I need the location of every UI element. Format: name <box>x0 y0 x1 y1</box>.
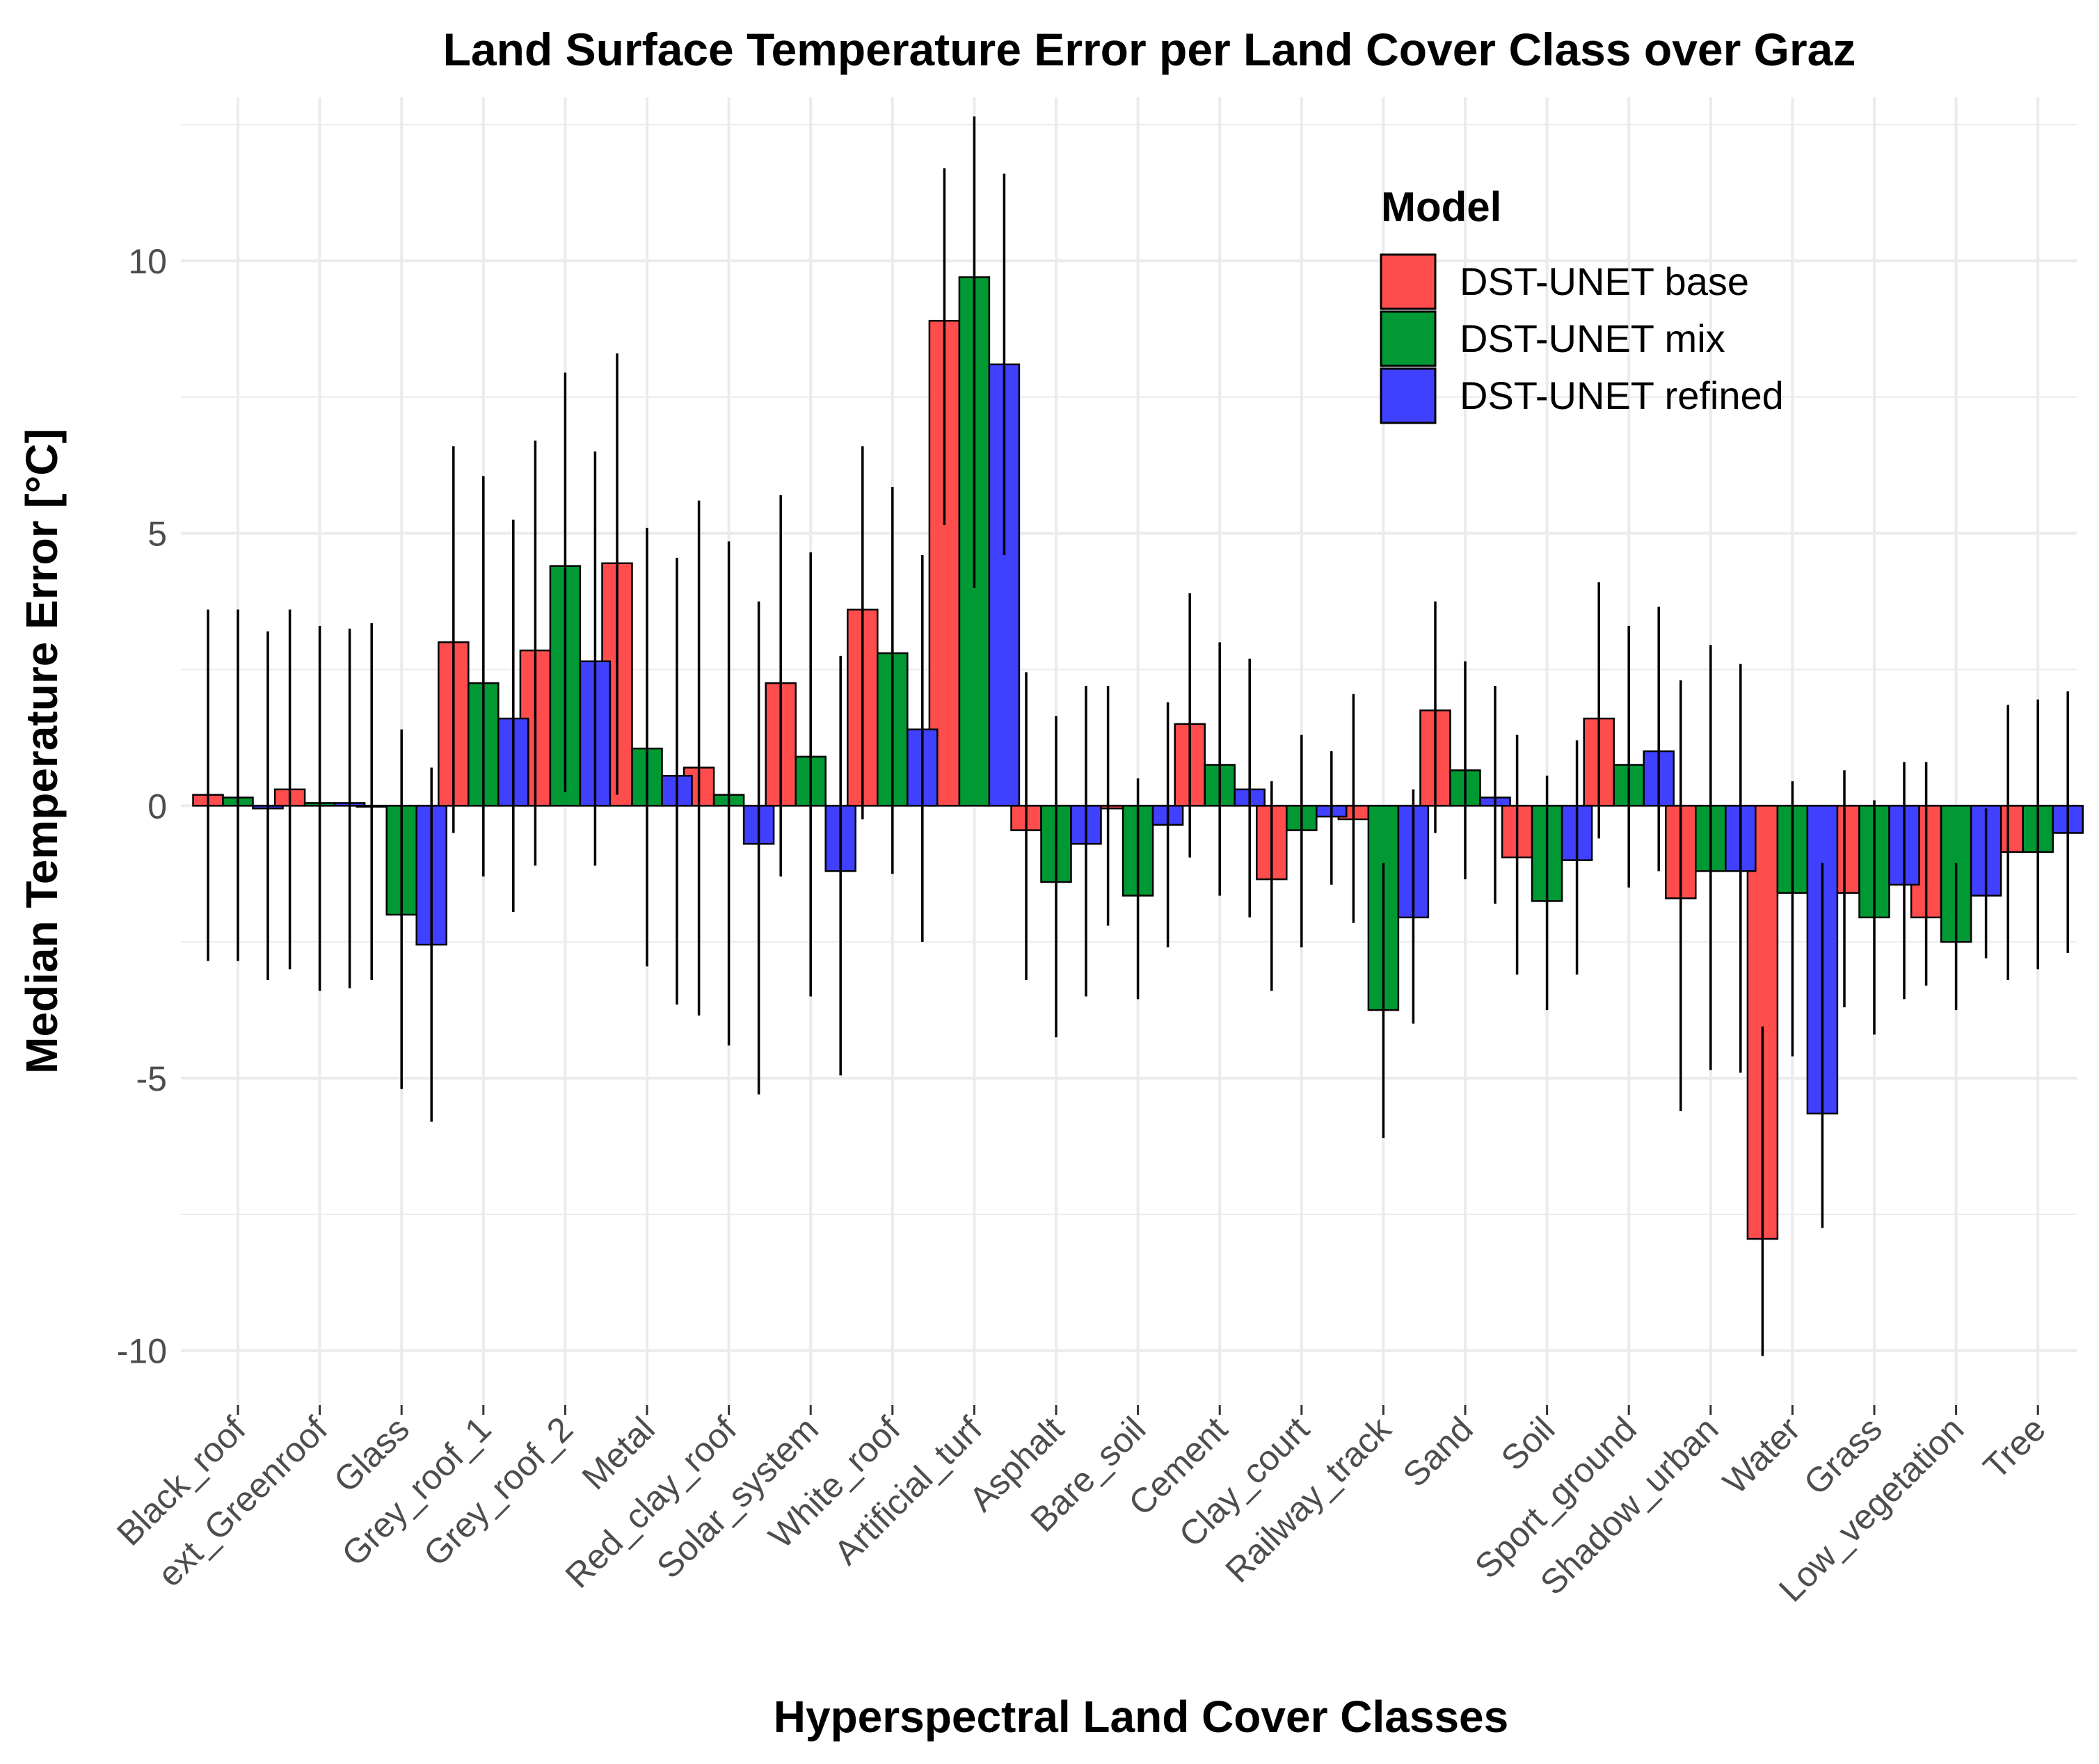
y-tick-label: -5 <box>136 1059 167 1098</box>
y-tick-label: 0 <box>147 787 167 826</box>
legend-swatch <box>1380 253 1437 310</box>
chart-title: Land Surface Temperature Error per Land … <box>443 24 1856 75</box>
legend-title: Model <box>1381 184 1501 230</box>
y-tick-label: -10 <box>117 1332 167 1371</box>
y-axis-title: Median Temperature Error [°C] <box>17 428 67 1074</box>
legend-label: DST-UNET mix <box>1460 316 1725 360</box>
y-axis-ticks: -10 -5 0 5 10 <box>117 242 167 1371</box>
legend-label: DST-UNET base <box>1460 259 1749 303</box>
y-tick-label: 10 <box>128 242 167 281</box>
legend-label: DST-UNET refined <box>1460 374 1784 417</box>
legend-swatch <box>1380 310 1437 367</box>
y-tick-label: 5 <box>147 515 167 554</box>
error-bars <box>207 116 2069 1356</box>
x-axis-title: Hyperspectral Land Cover Classes <box>774 1692 1508 1742</box>
legend-swatch <box>1380 367 1437 424</box>
legend-items: DST-UNET base DST-UNET mix DST-UNET refine… <box>1380 253 1784 424</box>
